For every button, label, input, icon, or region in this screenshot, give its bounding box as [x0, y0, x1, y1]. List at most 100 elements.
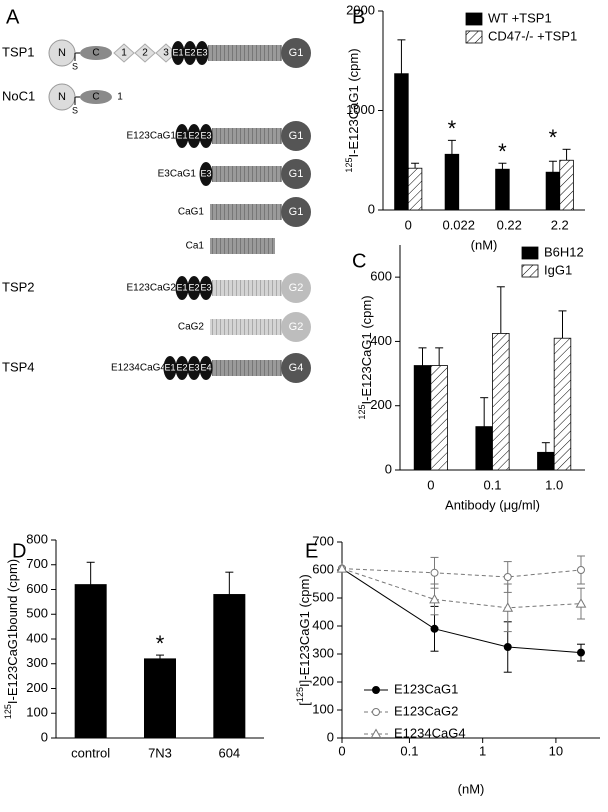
- bar: [413, 365, 432, 471]
- g-domain: [281, 312, 311, 342]
- y-tick-label: 0: [385, 461, 392, 476]
- bar: [475, 426, 493, 471]
- y-axis-label-part: 125: [344, 158, 354, 173]
- x-tick-label: 0: [405, 217, 412, 232]
- bar: [545, 171, 561, 211]
- egf-domain: [199, 124, 213, 148]
- y-tick-label: 0: [327, 729, 334, 744]
- x-axis-label: (nM): [471, 237, 498, 252]
- significance-mark: *: [448, 116, 457, 141]
- legend-label: IgG1: [544, 262, 572, 277]
- bar: [407, 167, 423, 211]
- domain-label: E3: [200, 130, 211, 140]
- x-tick-label: 10: [549, 743, 563, 758]
- data-point: [336, 563, 348, 573]
- data-point: [430, 568, 439, 577]
- c-domain: [80, 90, 112, 104]
- egf-domain: [199, 276, 213, 300]
- bar: [537, 451, 555, 471]
- egf-domain: [175, 356, 189, 380]
- y-axis-label-part: [: [297, 702, 312, 706]
- domain-label: G1: [289, 130, 304, 142]
- legend-marker: [372, 686, 380, 694]
- data-point: [430, 624, 439, 633]
- x-tick-label: 0.1: [483, 477, 501, 492]
- domain-label: 2: [142, 48, 148, 59]
- y-tick-label: 300: [26, 655, 48, 670]
- domain-label: N: [58, 47, 66, 59]
- y-tick-label: 600: [370, 269, 392, 284]
- domain-label: N: [58, 91, 66, 103]
- y-tick-label: 400: [370, 333, 392, 348]
- significance-mark: *: [498, 139, 507, 164]
- y-tick-label: 500: [312, 589, 334, 604]
- egf-domain: [187, 276, 201, 300]
- y-axis-label: 125I-E123CaG1 (cpm): [344, 48, 361, 172]
- domain-label: E2: [176, 362, 187, 372]
- domain-label: G2: [289, 282, 304, 294]
- bar: [394, 73, 409, 211]
- x-tick-label: 1.0: [545, 477, 563, 492]
- panel-letter: E: [305, 540, 318, 562]
- y-axis-label-part: 125: [295, 687, 305, 702]
- bar: [74, 584, 107, 739]
- y-tick-label: 100: [26, 705, 48, 720]
- g-domain: [281, 197, 311, 227]
- bar: [559, 159, 574, 211]
- egf-domain: [187, 124, 201, 148]
- domain-label: E4: [200, 362, 211, 372]
- repeat-region: [212, 360, 282, 376]
- properdin-repeat: [134, 43, 156, 63]
- domain-label: E3: [196, 47, 207, 57]
- y-tick-label: 600: [26, 581, 48, 596]
- egf-domain: [195, 41, 209, 65]
- significance-mark: *: [549, 125, 558, 150]
- x-tick-label: 604: [218, 745, 240, 760]
- panel-letter: A: [6, 6, 20, 28]
- panel-letter: C: [352, 250, 366, 272]
- repeat-region: [208, 45, 282, 61]
- properdin-repeat: [113, 43, 135, 63]
- legend-label: CD47-/- +TSP1: [488, 28, 577, 43]
- domain-label: 3: [163, 48, 169, 59]
- bar: [213, 594, 246, 739]
- data-point: [576, 648, 585, 657]
- y-tick-label: 200: [370, 397, 392, 412]
- bar: [492, 332, 510, 471]
- y-axis-label-part: I-E123CaG1 (cpm): [359, 295, 374, 404]
- legend-swatch: [521, 246, 539, 260]
- domain-label: S: [72, 105, 78, 115]
- g-domain: [281, 273, 311, 303]
- series-line: [341, 568, 582, 578]
- domain-label: G1: [289, 168, 304, 180]
- data-point: [575, 598, 587, 608]
- egf-domain: [183, 41, 197, 65]
- egf-domain: [187, 356, 201, 380]
- y-tick-label: 300: [312, 645, 334, 660]
- egf-domain: [171, 41, 185, 65]
- row-label: TSP4: [2, 359, 35, 374]
- data-point: [503, 573, 512, 581]
- g-domain: [281, 38, 311, 68]
- y-axis-label-part: I]-E123CaG1 (cpm): [297, 574, 312, 687]
- construct-name: E123CaG2: [127, 283, 177, 294]
- x-tick-label: 1: [479, 743, 486, 758]
- x-axis-label: (nM): [458, 781, 485, 796]
- y-axis-label: 125I-E123CaG1 (cpm): [357, 295, 374, 419]
- row-label: TSP2: [2, 279, 35, 294]
- series-line: [341, 568, 582, 609]
- x-tick-label: 2.2: [551, 217, 569, 232]
- y-tick-label: 800: [26, 531, 48, 546]
- egf-domain: [199, 356, 213, 380]
- legend-marker: [372, 708, 380, 716]
- legend-label: E1234CaG4: [394, 725, 466, 740]
- y-tick-label: 400: [312, 617, 334, 632]
- legend-label: B6H12: [544, 244, 584, 259]
- g-domain: [281, 159, 311, 189]
- domain-label: C: [92, 92, 99, 103]
- domain-label: E1: [164, 362, 175, 372]
- y-tick-label: 100: [312, 701, 334, 716]
- y-tick-label: 700: [26, 556, 48, 571]
- domain-label: G1: [289, 206, 304, 218]
